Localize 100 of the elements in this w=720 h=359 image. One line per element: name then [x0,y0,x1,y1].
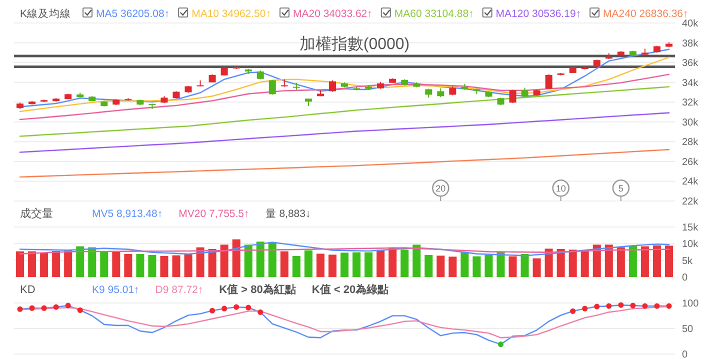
chart-title: KD [20,284,36,296]
point [222,306,228,312]
series-label: K9 95.01↑ [92,284,140,296]
bar [340,252,348,277]
bar [652,245,661,277]
y-tick-label: 0 [682,272,688,284]
bar [172,255,180,277]
point [234,304,240,310]
bar [112,251,120,277]
point [258,309,264,315]
bar [160,256,168,277]
text: MA120 30536.19↑ [496,8,582,20]
marker-pin: 10 [552,180,570,202]
y-tick-label: 26k [682,156,700,168]
point [53,304,59,310]
chart-title: 成交量 [20,207,53,220]
point [582,306,588,312]
bar [640,246,649,277]
marker-pin: 5 [612,180,630,202]
annotation: 5 [618,184,624,194]
annotation: 10 [556,184,566,194]
text: D9 87.72↑ [155,284,204,296]
y-tick-label: 24k [682,176,700,188]
bar [664,246,673,277]
bar [328,254,336,277]
y-tick-label: 15k [682,222,700,234]
bar [544,248,553,277]
bar [352,252,361,277]
bar [484,255,493,277]
point [618,302,624,308]
y-tick-label: 38k [682,38,700,50]
legend-title: K線及均線 [20,8,72,20]
point [77,307,83,313]
point [29,305,35,311]
point [17,306,23,312]
text: K值 > 80為紅點 [219,283,296,296]
y-tick-label: 5k [682,256,694,267]
y-tick-label: 34k [682,78,700,89]
bar [388,247,397,277]
bar [424,255,433,277]
bar [616,247,625,277]
text: 量 8,883↓ [265,208,311,220]
point [594,304,600,310]
text: MA5 36205.08↑ [96,8,170,20]
bar [628,246,637,277]
point [654,303,660,309]
bar [376,250,385,277]
bar [76,246,84,277]
y-tick-label: 28k [682,137,700,148]
annotation: 20 [436,184,446,194]
y-tick-label: 10k [682,239,700,250]
bar [256,242,264,277]
bar [100,252,108,277]
bar [316,254,324,277]
point [666,303,672,309]
bar [184,254,192,277]
point [246,304,252,310]
bar [304,250,312,277]
point [65,302,71,308]
bar [520,254,529,277]
y-tick-label: 22k [682,196,700,208]
text: MA60 33104.88↑ [394,8,474,20]
bar [88,247,96,277]
bar [292,256,300,277]
bar [532,258,541,277]
point [642,303,648,309]
text: MA10 34962.50↑ [192,8,271,20]
bar [28,251,36,277]
bar [280,251,288,277]
point [210,308,216,314]
bar [52,251,60,277]
bar [268,242,276,277]
bar [412,244,421,277]
bar [460,252,469,277]
bar [124,254,132,277]
point [606,303,612,309]
y-tick-label: 30k [682,117,700,128]
y-tick-label: 0 [682,350,688,359]
bar [64,250,72,277]
text: K值 < 20為綠點 [312,283,389,296]
y-tick-label: 40k [682,18,700,30]
bar [136,254,144,277]
bar [364,252,373,277]
bar [592,244,601,277]
bar [232,239,240,277]
bar [448,256,457,277]
bar [568,250,577,277]
point [570,308,576,314]
bar [16,251,24,277]
bar [400,250,409,277]
y-tick-label: 50 [682,324,694,335]
bar [436,256,445,277]
y-tick-label: 100 [682,298,700,310]
y-tick-label: 32k [682,98,700,109]
y-tick-label: 36k [682,58,700,70]
point [41,305,47,311]
point [630,302,636,308]
bar [244,244,252,277]
bar [220,244,228,277]
bar [604,244,613,277]
